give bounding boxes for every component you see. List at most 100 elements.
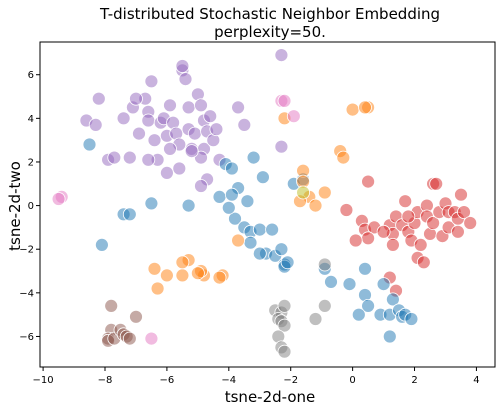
data-point [382, 329, 397, 344]
data-point [181, 100, 196, 115]
data-point [82, 137, 97, 152]
x-axis-label: tsne-2d-one [225, 388, 316, 406]
x-tick-label: 2 [411, 375, 417, 386]
data-point [358, 261, 372, 276]
data-point [132, 126, 146, 141]
data-point [426, 216, 441, 230]
x-tick-label: −10 [33, 375, 54, 386]
data-point [212, 270, 227, 285]
data-point [361, 298, 376, 313]
data-point [150, 281, 165, 296]
data-point [116, 111, 131, 126]
data-point [240, 194, 255, 209]
x-tick-label: −2 [283, 375, 298, 386]
data-point [280, 255, 295, 270]
data-point [187, 126, 202, 141]
data-point [181, 198, 196, 213]
data-point [286, 109, 301, 124]
data-point [404, 312, 419, 326]
plot-frame [39, 41, 496, 368]
data-point [122, 207, 137, 222]
data-point [265, 222, 280, 237]
data-point [91, 91, 106, 106]
data-point [324, 274, 338, 289]
data-point [348, 233, 363, 248]
data-point [398, 194, 413, 209]
y-axis: −6 −4 −2 0 2 4 6 [19, 70, 40, 343]
data-point [163, 141, 177, 156]
data-point [413, 237, 428, 252]
data-point [190, 266, 205, 281]
x-tick-label: −4 [221, 375, 236, 386]
y-tick-label: −6 [19, 332, 34, 343]
data-point [175, 59, 190, 73]
data-point [457, 205, 471, 220]
data-point [212, 189, 227, 204]
data-point [351, 307, 366, 322]
data-point [95, 237, 109, 252]
data-point [159, 268, 174, 283]
data-point [51, 192, 66, 206]
data-point [147, 133, 162, 148]
y-tick-label: −4 [19, 288, 34, 299]
data-point [376, 224, 391, 239]
data-point [454, 187, 468, 202]
data-point [231, 100, 246, 115]
data-point [277, 344, 292, 359]
data-point [463, 216, 478, 230]
data-point [172, 161, 187, 176]
data-point [246, 150, 261, 165]
data-point [221, 200, 236, 215]
y-tick-label: 0 [28, 201, 34, 212]
data-point [317, 185, 332, 200]
data-point [416, 255, 431, 270]
data-point [385, 292, 400, 307]
data-point [129, 309, 143, 324]
data-point [237, 118, 252, 132]
data-point [122, 150, 137, 165]
data-point [385, 237, 400, 252]
y-tick-label: 6 [28, 70, 34, 81]
data-point [144, 331, 159, 346]
y-tick-label: 4 [28, 114, 34, 125]
data-point [252, 246, 267, 261]
data-point [184, 144, 199, 159]
data-point [339, 203, 354, 217]
data-point [141, 152, 156, 167]
x-tick-label: −8 [98, 375, 113, 386]
data-point [175, 268, 190, 283]
data-point [308, 312, 323, 326]
y-tick-label: −2 [19, 245, 34, 256]
data-point [224, 187, 239, 202]
data-point [175, 255, 190, 270]
data-point [178, 72, 193, 86]
data-point [342, 277, 357, 292]
data-point [231, 233, 246, 248]
data-point [129, 91, 143, 106]
data-point [317, 257, 332, 272]
data-point [144, 196, 159, 211]
data-point [296, 185, 311, 200]
data-points [51, 48, 478, 359]
data-point [361, 231, 376, 246]
chart-title: T-distributed Stochastic Neighbor Embedd… [99, 5, 440, 23]
data-point [255, 170, 270, 185]
data-point [252, 222, 267, 237]
data-point [107, 150, 122, 165]
data-point [450, 224, 465, 239]
data-point [194, 98, 208, 113]
data-point [243, 235, 258, 250]
data-point [274, 242, 289, 257]
data-point [429, 176, 444, 191]
data-point [122, 331, 137, 346]
data-point [194, 179, 208, 193]
data-point [358, 100, 372, 115]
data-point [274, 48, 289, 62]
data-point [336, 150, 351, 165]
data-point [224, 161, 239, 176]
data-point [376, 277, 391, 292]
data-point [203, 109, 218, 124]
data-point [144, 74, 159, 89]
data-point [104, 298, 119, 313]
